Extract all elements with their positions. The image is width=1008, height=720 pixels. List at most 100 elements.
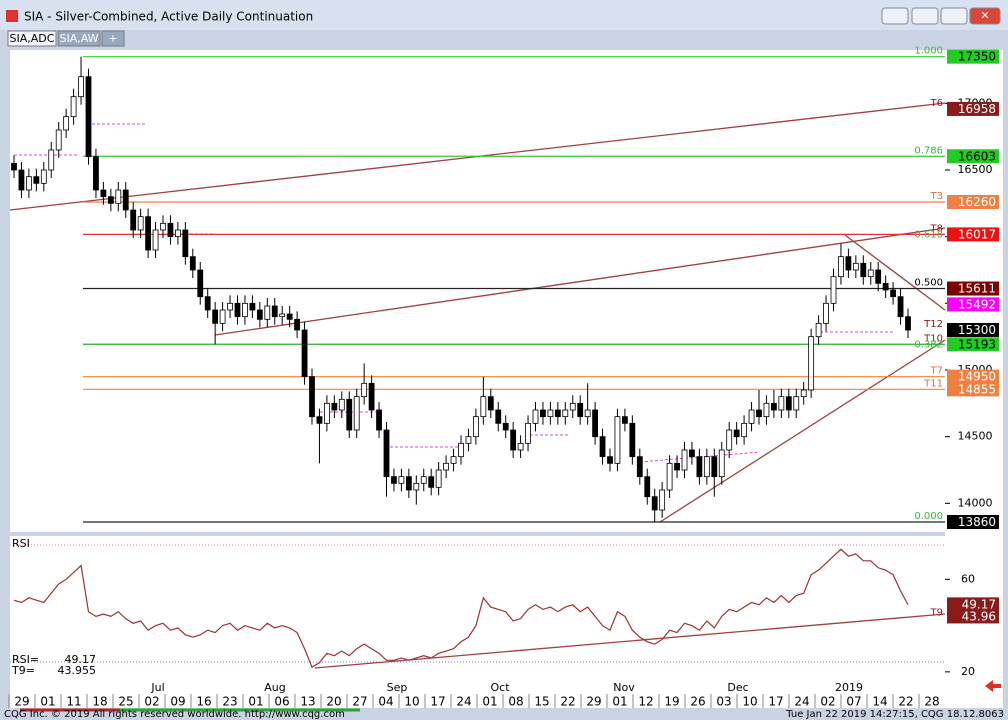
candle-body	[316, 416, 323, 424]
tab[interactable]	[57, 30, 101, 47]
level-value: 16958	[958, 102, 996, 116]
x-tick-label: 10	[404, 695, 419, 709]
x-tick-label: 27	[352, 695, 367, 709]
rsi-chart: RSI RSI= 49.17 T9= 43.955 T9 Jul Aug Sep Oct Nov De…	[10, 537, 946, 694]
candle-body	[130, 209, 137, 231]
candle-body	[256, 309, 263, 320]
month-label: Aug	[264, 681, 285, 694]
candle-body	[636, 456, 643, 478]
x-tick-label: 01	[482, 695, 497, 709]
tab[interactable]	[7, 30, 57, 47]
candle-body	[145, 216, 152, 251]
rsi-line	[13, 548, 909, 669]
level-box	[947, 323, 999, 337]
scroll-arrow[interactable]	[985, 680, 1001, 692]
level-tag: T3	[930, 191, 943, 202]
candle-body	[502, 422, 509, 431]
rsi-panel	[10, 536, 945, 694]
level-box	[947, 281, 999, 296]
readout-label: RSI=	[12, 653, 39, 666]
level-value: 14950	[958, 370, 996, 384]
candle-body	[487, 396, 494, 411]
rsi-box-label: 43.96	[962, 609, 996, 623]
candle-body	[577, 402, 584, 418]
readout-value: 43.955	[58, 664, 97, 677]
candle-body	[368, 382, 375, 411]
x-tick-label: 25	[118, 695, 133, 709]
candle-body	[413, 482, 420, 491]
candle-body	[458, 442, 464, 458]
candle-body	[70, 96, 77, 118]
candle-body	[33, 176, 40, 184]
candle-body	[115, 189, 122, 204]
candle-body	[622, 416, 628, 424]
tab[interactable]	[101, 30, 125, 47]
candle-body	[599, 436, 606, 458]
readout-value: 49.17	[65, 653, 97, 666]
link-button[interactable]	[881, 7, 909, 25]
maximize-button[interactable]	[940, 7, 968, 25]
level-box	[947, 337, 999, 352]
candle-body	[435, 469, 442, 488]
x-tick-label: 18	[92, 695, 107, 709]
x-tick-label: 17	[430, 695, 445, 709]
candle-body	[450, 456, 457, 464]
level-tag: 0.000	[914, 511, 943, 522]
minimize-button[interactable]	[911, 7, 939, 25]
candle-body	[838, 256, 844, 278]
rsi-box	[947, 597, 999, 612]
footer-left: CQG Inc. © 2019 All rights reserved worl…	[4, 709, 345, 720]
candle-body	[286, 313, 293, 320]
level-value: 13860	[958, 515, 996, 529]
x-tick-label: 01	[40, 695, 55, 709]
app-icon	[6, 10, 18, 22]
candle-body	[569, 402, 576, 411]
candle-body	[167, 222, 174, 238]
rsi-box	[947, 609, 999, 624]
candle-body	[718, 449, 725, 478]
month-label: Jul	[150, 681, 164, 694]
y-tick-label: 60	[961, 572, 975, 585]
price-panel	[10, 50, 945, 532]
close-button[interactable]	[969, 7, 1001, 25]
candle-body	[353, 396, 360, 431]
candle-body	[480, 396, 487, 418]
candle-body	[227, 302, 233, 311]
level-box	[947, 382, 999, 397]
candle-body	[547, 409, 554, 418]
level-value: 17350	[958, 50, 996, 64]
x-tick-label: 13	[300, 695, 315, 709]
level-tag: 0.500	[914, 278, 943, 289]
level-value: 16603	[958, 149, 996, 163]
level-tag: 0.786	[914, 145, 943, 156]
level-tag: T11	[923, 378, 943, 389]
candle-body	[510, 429, 517, 451]
x-tick-label: 02	[144, 695, 159, 709]
level-tag: 0.382	[914, 339, 943, 350]
candle-body	[763, 402, 770, 418]
candle-body	[756, 409, 762, 418]
candle-body	[48, 149, 55, 171]
month-label: Oct	[490, 681, 510, 694]
candle-body	[264, 305, 271, 320]
candle-body	[212, 309, 219, 324]
level-box	[947, 149, 999, 164]
candle-body	[122, 189, 129, 211]
x-tick-label: 04	[378, 695, 393, 709]
candle-body	[85, 76, 92, 158]
candle-body	[405, 476, 412, 491]
x-tick-label: 11	[66, 695, 81, 709]
tab-label: SIA,AW	[59, 32, 98, 45]
candle-body	[271, 305, 278, 318]
candle-body	[346, 398, 353, 431]
x-tick-label: 06	[274, 695, 289, 709]
x-tick-label: 02	[820, 695, 835, 709]
candle-body	[681, 449, 688, 471]
candle-body	[234, 302, 241, 318]
level-box	[947, 297, 999, 312]
level-tag: 0.618	[914, 229, 943, 240]
candle-body	[152, 229, 159, 251]
x-tick-label: 24	[794, 695, 809, 709]
candle-body	[331, 402, 338, 411]
x-tick-label: 12	[638, 695, 653, 709]
